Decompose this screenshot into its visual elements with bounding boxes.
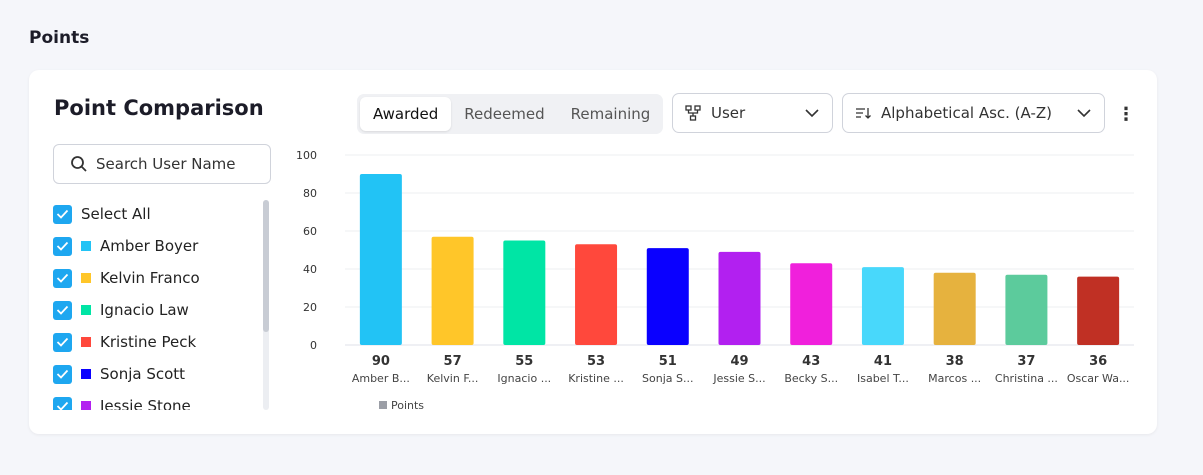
x-tick-label: Oscar Wa... [1067,372,1130,385]
bar-value-label: 57 [444,354,462,369]
bar [431,236,474,345]
x-tick-label: Isabel T... [857,372,909,385]
color-swatch [81,337,91,347]
tab-awarded[interactable]: Awarded [360,97,452,131]
legend-label: Points [391,399,424,412]
item-label: Select All [81,205,151,223]
color-swatch [81,241,91,251]
more-options-icon[interactable]: ⋮ [1117,104,1135,125]
search-icon [71,156,87,172]
x-tick-label: Becky S... [784,372,838,385]
x-tick-label: Ignacio ... [497,372,551,385]
checkbox[interactable] [53,204,72,224]
bar [1005,274,1048,345]
bar-value-label: 43 [802,354,820,369]
bar-chart: 0 20 40 60 80 100 90 Amber B... 57 Kelvin F... 55 I… [296,149,1134,412]
legend-swatch [379,401,387,409]
tab-redeemed[interactable]: Redeemed [464,105,545,123]
checkbox[interactable] [53,236,72,256]
bar-value-label: 37 [1017,354,1035,369]
sort-dropdown[interactable]: Alphabetical Asc. (A-Z) [842,93,1105,133]
list-item[interactable]: Kelvin Franco [53,262,273,294]
list-item[interactable]: Amber Boyer [53,230,273,262]
check-icon [56,401,69,410]
bar-value-label: 90 [372,354,390,369]
x-tick-label: Marcos ... [928,372,981,385]
check-icon [56,273,69,283]
x-tick-label: Jessie S... [712,372,765,385]
bar-value-label: 38 [946,354,964,369]
y-tick-label: 100 [296,149,317,162]
bar-value-label: 55 [515,354,533,369]
y-tick-label: 80 [303,187,317,200]
search-input[interactable]: Search User Name [53,144,271,184]
tab-remaining[interactable]: Remaining [570,105,651,123]
checkbox[interactable] [53,268,72,288]
hierarchy-icon [685,105,701,121]
bar [575,244,618,345]
color-swatch [81,401,91,410]
x-tick-label: Sonja S... [642,372,693,385]
sort-icon [856,108,871,119]
x-tick-label: Kristine ... [568,372,624,385]
section-title: Points [29,28,90,48]
bar-value-label: 36 [1089,354,1107,369]
item-label: Kelvin Franco [100,269,200,287]
chevron-down-icon [1077,109,1091,118]
bar [646,248,689,345]
check-icon [56,209,69,219]
bar [718,251,761,345]
scrollbar-thumb[interactable] [263,200,269,332]
bar [861,267,904,345]
checkbox[interactable] [53,332,72,352]
color-swatch [81,369,91,379]
list-item[interactable]: Sonja Scott [53,358,273,390]
list-scrollbar[interactable] [263,200,269,410]
list-item[interactable]: Jessie Stone [53,390,273,410]
bar-value-label: 41 [874,354,892,369]
bar [790,263,833,345]
item-label: Jessie Stone [100,397,191,410]
check-icon [56,337,69,347]
checkbox[interactable] [53,396,72,410]
checkbox[interactable] [53,300,72,320]
bar-value-label: 49 [730,354,748,369]
sort-value: Alphabetical Asc. (A-Z) [881,104,1053,122]
select-all[interactable]: Select All [53,198,273,230]
x-tick-label: Amber B... [352,372,410,385]
list-item[interactable]: Kristine Peck [53,326,273,358]
group-by-dropdown[interactable]: User [672,93,833,133]
check-icon [56,241,69,251]
checkbox[interactable] [53,364,72,384]
card-title: Point Comparison [54,96,264,120]
x-tick-label: Kelvin F... [427,372,479,385]
bar-value-label: 51 [659,354,677,369]
bar [359,174,402,345]
item-label: Kristine Peck [100,333,197,351]
y-tick-label: 40 [303,263,317,276]
x-tick-label: Christina ... [995,372,1058,385]
item-label: Amber Boyer [100,237,199,255]
item-label: Sonja Scott [100,365,186,383]
bar-value-label: 53 [587,354,605,369]
user-list: Select All Amber Boyer Kelvin Franco Ignaci… [53,198,273,410]
y-tick-label: 20 [303,301,317,314]
item-label: Ignacio Law [100,301,189,319]
y-tick-label: 0 [310,339,317,352]
list-item[interactable]: Ignacio Law [53,294,273,326]
bar [933,272,976,345]
search-placeholder: Search User Name [96,155,236,173]
point-comparison-card: Point Comparison Search User Name Select… [29,70,1157,434]
bar [503,240,546,345]
check-icon [56,369,69,379]
color-swatch [81,273,91,283]
y-tick-label: 60 [303,225,317,238]
chevron-down-icon [805,109,819,118]
bar [1077,276,1120,345]
color-swatch [81,305,91,315]
check-icon [56,305,69,315]
group-by-value: User [711,104,746,122]
metric-tabs: Awarded Redeemed Remaining [357,94,663,134]
